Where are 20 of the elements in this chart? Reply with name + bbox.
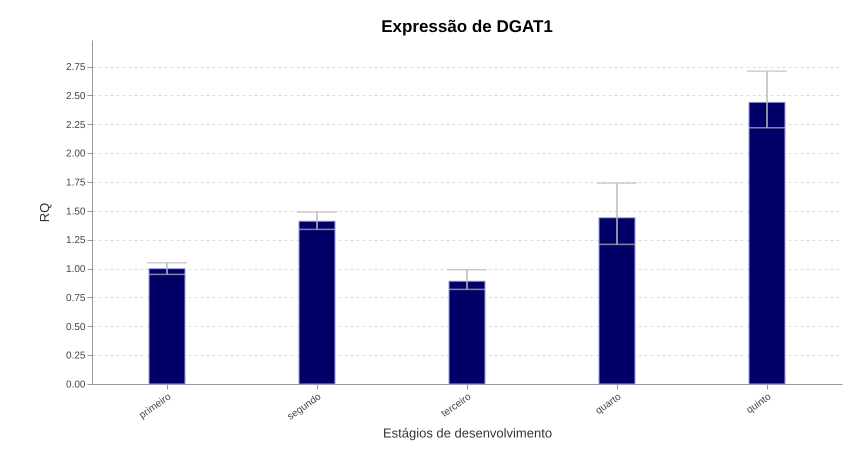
y-tick-label: 0.00 — [66, 380, 86, 390]
bar — [598, 217, 636, 384]
y-tick-label: 1.25 — [66, 235, 86, 246]
x-axis-title: Estágios de desenvolvimento — [382, 426, 552, 441]
y-tick-label: 0.50 — [66, 322, 86, 333]
y-tick-label: 0.25 — [66, 350, 86, 362]
y-tick-label: 2.25 — [66, 120, 86, 131]
y-axis-title: RQ — [37, 202, 52, 222]
y-tick-label: 1.50 — [66, 206, 86, 218]
bar — [298, 220, 336, 384]
chart-title: Expressão de DGAT1 — [381, 17, 553, 36]
bar — [448, 280, 486, 384]
y-tick-label: 1.75 — [66, 177, 86, 188]
y-tick-label: 1.00 — [66, 264, 86, 276]
y-tick-label: 2.00 — [66, 148, 86, 160]
bar — [148, 268, 186, 384]
bar — [748, 102, 786, 384]
y-tick-label: 2.50 — [66, 90, 86, 102]
y-tick-label: 0.75 — [66, 292, 86, 304]
y-tick-label: 2.75 — [66, 62, 86, 74]
